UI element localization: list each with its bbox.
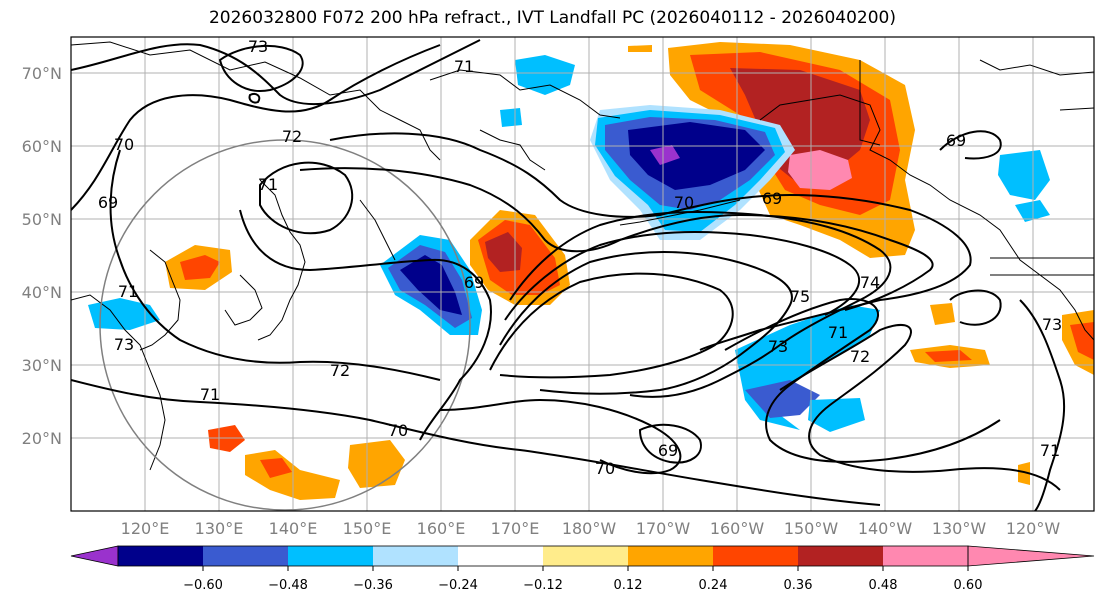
contour-label: 71 [258,175,278,194]
contour-label: 71 [1040,441,1060,460]
lat-label: 70°N [22,64,62,83]
colorbar-tick-label: −0.24 [438,578,478,593]
contours [71,39,1066,511]
shade-subtrop-blue [745,380,820,418]
contour-label: 70 [388,421,408,440]
colorbar-tick-label: −0.12 [523,578,563,593]
map-frame [70,36,1095,512]
shade-west-cyan [88,298,160,330]
coastlines [71,41,1094,471]
contour-label: 69 [98,193,118,212]
contour-label: 73 [248,37,268,56]
anomaly-shading [88,42,1094,500]
contour-label: 72 [850,347,870,366]
contour-label: 74 [860,273,880,292]
lat-label: 20°N [22,429,62,448]
contour-label: 73 [768,337,788,356]
region-circle [99,139,471,511]
contour-label: 71 [118,282,138,301]
contour-label: 71 [454,57,474,76]
colorbar-segment [458,546,543,566]
colorbar-tick-label: −0.48 [268,578,308,593]
colorbar-tick-label: 0.36 [784,578,813,593]
lon-label: 150°W [784,519,839,538]
colorbar-extend-right [967,545,1095,567]
lon-label: 130°E [195,519,244,538]
lat-label: 40°N [22,283,62,302]
lon-label: 140°E [269,519,318,538]
shade-bc-cyan [998,150,1050,200]
colorbar-segment [798,546,883,566]
contour-label: 70 [674,193,694,212]
contour-label: 73 [114,335,134,354]
lon-label: 140°W [858,519,913,538]
colorbar-tick-label: 0.12 [614,578,643,593]
colorbar-extend-left [70,545,119,567]
colorbar-tick-label: −0.60 [183,578,223,593]
colorbar-segment [203,546,288,566]
lat-label: 60°N [22,137,62,156]
lat-label: 30°N [22,356,62,375]
lon-axis: 120°E 130°E 140°E 150°E 160°E 170°E 180°… [121,519,1061,538]
shade-blue-small1 [500,108,522,127]
shade-east-red [925,350,972,362]
colorbar-segment [118,546,203,566]
shade-west-red [180,255,220,280]
shade-orange-small3 [628,45,652,52]
contour-label: 71 [828,323,848,342]
contour-label: 69 [762,189,782,208]
contour-label: 69 [946,131,966,150]
lon-label: 150°E [343,519,392,538]
shade-coast-red [1070,322,1094,360]
colorbar-tick-label: 0.60 [954,578,983,593]
lat-label: 50°N [22,210,62,229]
contour-label: 70 [114,135,134,154]
colorbar-ticks [202,566,969,571]
shade-subtrop-cyan2 [808,398,865,432]
lat-axis: 70°N 60°N 50°N 40°N 30°N 20°N [22,64,62,448]
lon-label: 170°W [636,519,691,538]
contour-label: 69 [464,273,484,292]
lon-label: 120°E [121,519,170,538]
lon-label: 180°W [562,519,617,538]
colorbar-tick-label: 0.24 [699,578,728,593]
lon-label: 120°W [1006,519,1061,538]
colorbar-segment [543,546,628,566]
shade-alaska-pink [788,150,852,190]
colorbar-segment [373,546,458,566]
shade-japan-navy [400,255,462,315]
map-panel: 73 71 72 70 69 71 69 70 69 69 75 74 73 7… [70,36,1095,512]
map-title: 2026032800 F072 200 hPa refract., IVT La… [208,8,896,28]
lon-label: 160°W [710,519,765,538]
shade-south-red1 [260,458,292,478]
contour-label: 70 [595,459,615,478]
contour-label: 71 [200,385,220,404]
contour-label: 72 [282,127,302,146]
shade-bering-purple [650,145,680,165]
colorbar-segment [713,546,798,566]
colorbar-segment [883,546,968,566]
lon-label: 170°E [491,519,540,538]
shade-orange-small2 [1018,462,1030,485]
colorbar-segment [288,546,373,566]
shade-orange-small1 [930,303,955,325]
shade-north-cyan [515,55,575,95]
colorbar: −0.60 −0.48 −0.36 −0.24 −0.12 0.12 0.24 … [70,545,1095,593]
contour-label: 73 [1042,315,1062,334]
colorbar-segment [628,546,713,566]
shade-center-darkred [485,232,522,272]
lon-label: 130°W [932,519,987,538]
shade-bering-navy [628,122,765,190]
contour-label: 72 [330,361,350,380]
contour-label: 75 [790,287,810,306]
contour-labels: 73 71 72 70 69 71 69 70 69 69 75 74 73 7… [98,37,1062,478]
contour-label: 69 [658,441,678,460]
colorbar-tick-label: 0.48 [869,578,898,593]
colorbar-tick-label: −0.36 [353,578,393,593]
lon-label: 160°E [417,519,466,538]
